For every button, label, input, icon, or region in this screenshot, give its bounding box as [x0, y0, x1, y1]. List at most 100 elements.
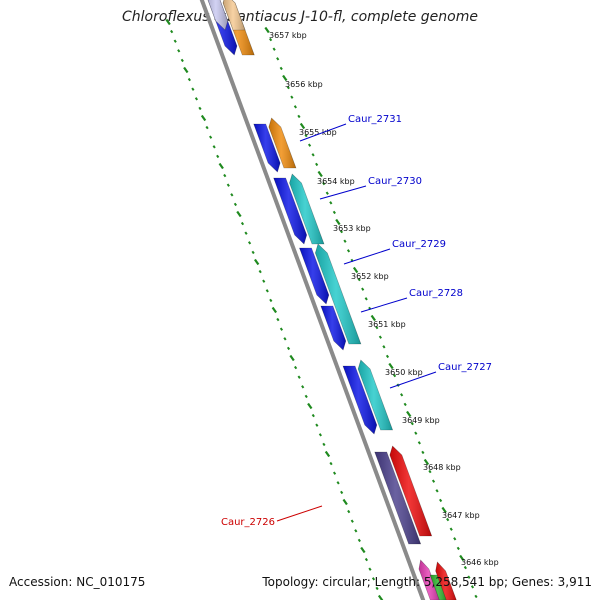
minor-tick: [463, 565, 467, 570]
minor-tick: [446, 517, 450, 522]
minor-tick: [198, 106, 202, 111]
locus-label[interactable]: Caur_2731: [348, 114, 402, 125]
minor-tick: [329, 201, 333, 205]
minor-tick: [375, 586, 379, 591]
minor-tick: [357, 538, 361, 543]
minor-tick: [400, 393, 404, 397]
minor-tick: [286, 85, 290, 90]
gene-shading: [343, 366, 377, 434]
gene-shading: [253, 124, 281, 172]
kbp-marker-label: 3651 kbp: [368, 320, 406, 329]
kbp-marker-label: 3653 kbp: [333, 224, 371, 233]
accession-text: Accession: NC_010175: [9, 575, 146, 589]
major-tick: [377, 594, 384, 600]
gene-features: [207, 0, 457, 600]
major-tick: [335, 218, 341, 226]
gene-shading: [374, 452, 421, 544]
major-tick: [370, 314, 376, 322]
locus-labels: Caur_2731 Caur_2730 Caur_2729 Caur_2728 Caur…: [221, 114, 492, 528]
minor-tick: [364, 557, 369, 562]
minor-tick: [382, 345, 386, 349]
minor-tick: [194, 97, 199, 101]
minor-tick: [311, 413, 315, 418]
kbp-marker-label: 3649 kbp: [402, 416, 440, 425]
minor-tick: [332, 210, 336, 215]
kbp-marker-label: 3656 kbp: [285, 80, 323, 89]
minor-tick: [269, 37, 273, 42]
major-tick: [360, 546, 366, 554]
minor-tick: [357, 277, 361, 282]
minor-tick: [276, 57, 280, 61]
kbp-marker-label: 3657 kbp: [269, 31, 307, 40]
locus-leader-line: [389, 371, 437, 389]
minor-tick: [439, 498, 443, 503]
minor-tick: [283, 337, 287, 341]
kbp-markers: 3657 kbp 3656 kbp 3655 kbp 3654 kbp 3653 kbp…: [269, 31, 499, 567]
minor-tick: [315, 423, 319, 427]
gene-shading: [435, 562, 457, 600]
major-tick: [289, 354, 295, 362]
minor-tick: [265, 289, 269, 293]
minor-tick: [279, 66, 283, 71]
minor-tick: [449, 527, 453, 531]
kbp-marker-label: 3647 kbp: [442, 511, 480, 520]
locus-label[interactable]: Caur_2728: [409, 288, 463, 299]
major-tick: [441, 506, 447, 514]
major-tick: [264, 26, 270, 34]
minor-tick: [467, 575, 471, 579]
gene-shading: [289, 174, 325, 244]
minor-tick: [421, 450, 425, 455]
gene-shading: [430, 575, 448, 600]
locus-label[interactable]: Caur_2726: [221, 517, 275, 528]
kbp-marker-label: 3652 kbp: [351, 272, 389, 281]
minor-tick: [209, 135, 213, 139]
major-tick: [406, 410, 412, 418]
major-tick: [165, 18, 171, 26]
minor-tick: [322, 442, 326, 447]
major-tick: [324, 450, 331, 458]
minor-tick: [304, 133, 308, 138]
locus-label[interactable]: Caur_2730: [368, 176, 422, 187]
locus-label[interactable]: Caur_2727: [438, 362, 492, 373]
gene-shading: [273, 178, 307, 244]
minor-tick: [276, 317, 280, 322]
minor-tick: [435, 489, 439, 493]
minor-tick: [258, 269, 262, 274]
minor-tick: [240, 221, 245, 226]
minor-tick: [322, 181, 326, 186]
minor-tick: [385, 354, 390, 359]
inner-tick-track: [165, 18, 384, 600]
minor-tick: [361, 287, 365, 291]
minor-tick: [410, 421, 414, 426]
minor-tick: [414, 431, 418, 435]
minor-tick: [272, 47, 276, 51]
minor-tick: [223, 173, 227, 178]
minor-tick: [311, 153, 315, 157]
minor-tick: [226, 183, 230, 187]
minor-tick: [262, 279, 266, 283]
minor-tick: [233, 202, 237, 207]
minor-tick: [170, 29, 174, 34]
locus-leader-line: [276, 505, 323, 522]
major-tick: [200, 114, 207, 122]
major-tick: [317, 170, 323, 178]
minor-tick: [191, 87, 195, 91]
minor-tick: [403, 402, 407, 407]
gene-shading: [268, 118, 296, 168]
minor-tick: [244, 231, 248, 235]
minor-tick: [329, 461, 333, 466]
minor-tick: [177, 49, 181, 53]
gene-shading: [315, 244, 361, 344]
minor-tick: [417, 441, 421, 445]
minor-tick: [297, 114, 301, 119]
gene-shading: [320, 306, 346, 350]
kbp-marker-label: 3646 kbp: [461, 558, 499, 567]
gene-shading: [223, 0, 246, 30]
topology-text: Topology: circular; Length: 5,258,541 bp…: [262, 575, 592, 589]
locus-label[interactable]: Caur_2729: [392, 239, 446, 250]
major-tick: [307, 402, 313, 410]
gene-shading: [358, 360, 393, 430]
minor-tick: [301, 385, 305, 389]
minor-tick: [304, 394, 308, 399]
